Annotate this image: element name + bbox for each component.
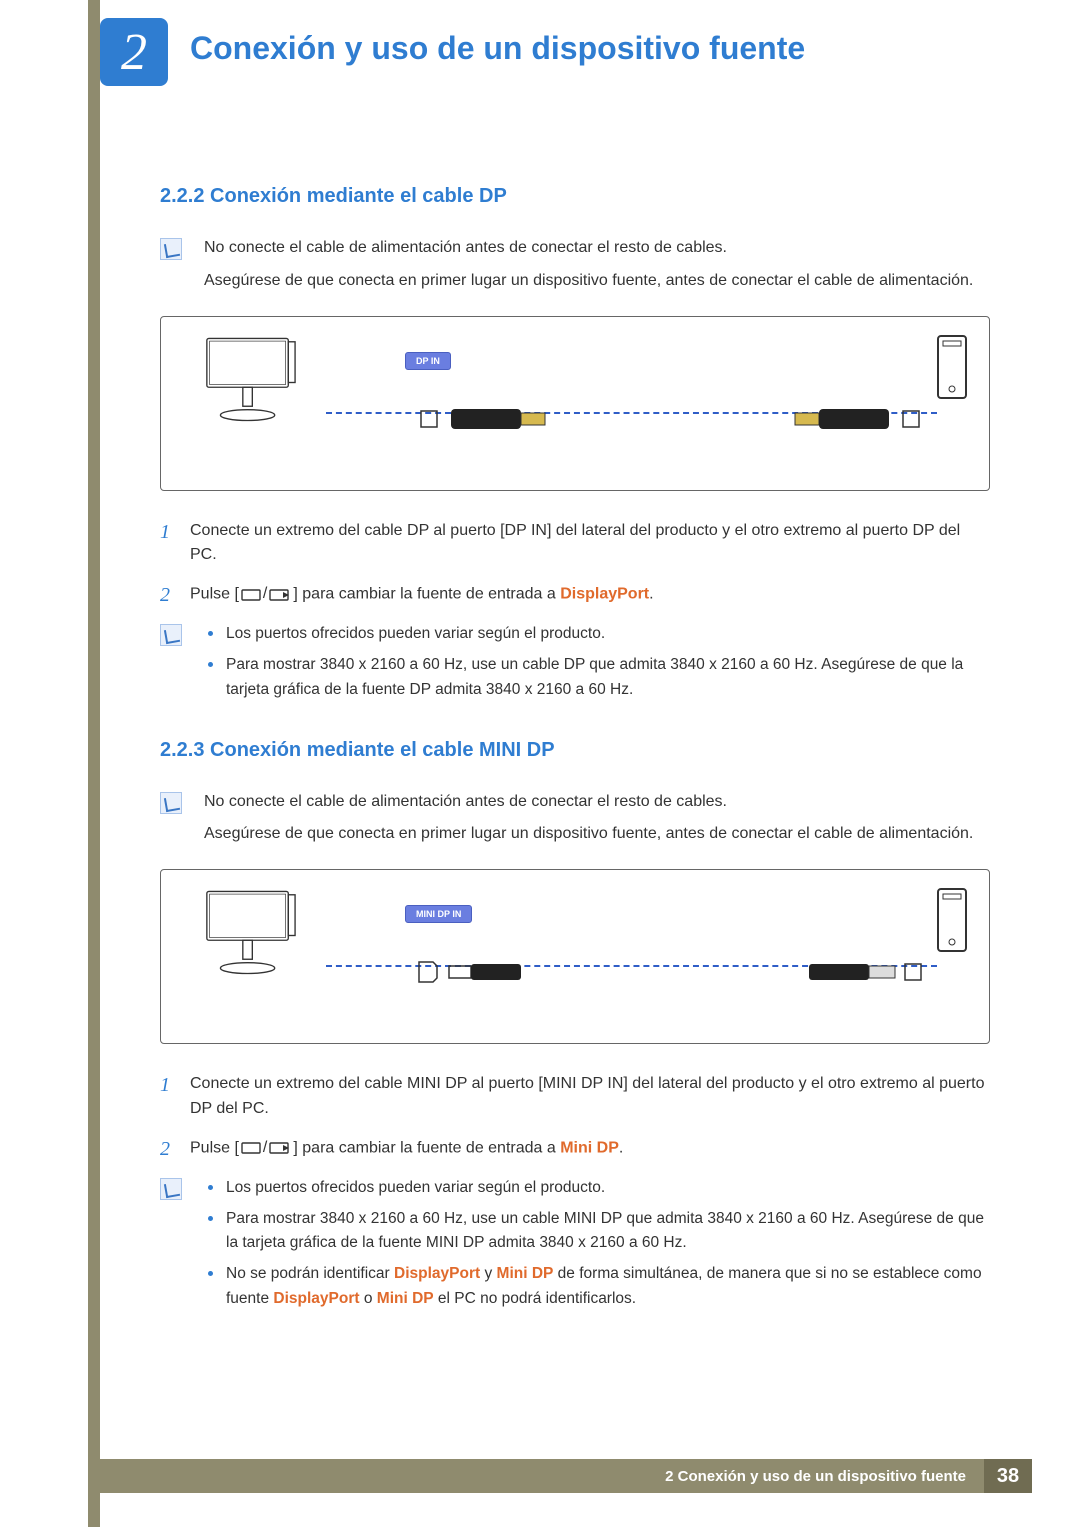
note-line-2: Asegúrese de que conecta en primer lugar… [204, 822, 973, 847]
t: el PC no podrá identificarlos. [434, 1290, 636, 1307]
bullet-list: Los puertos ofrecidos pueden variar segú… [204, 622, 990, 708]
step-2-dp: 2 Pulse [/] para cambiar la fuente de en… [160, 582, 990, 608]
highlight: DisplayPort [273, 1290, 359, 1307]
chapter-number: 2 [121, 23, 147, 82]
section-heading-dp: 2.2.2 Conexión mediante el cable DP [160, 185, 990, 208]
highlight-displayport: DisplayPort [560, 586, 649, 603]
sub-notes-minidp: Los puertos ofrecidos pueden variar segú… [206, 1176, 990, 1318]
note-icon [160, 238, 182, 260]
t: o [360, 1290, 377, 1307]
step-2-minidp: 2 Pulse [/] para cambiar la fuente de en… [160, 1136, 990, 1162]
t: Pulse [ [190, 586, 239, 603]
t: ] para cambiar la fuente de entrada a [293, 1139, 560, 1156]
highlight: Mini DP [497, 1265, 554, 1282]
monitor-icon [183, 335, 323, 430]
step-text: Conecte un extremo del cable DP al puert… [190, 519, 990, 569]
port-label-minidp: MINI DP IN [405, 905, 472, 923]
sub-notes-dp: Los puertos ofrecidos pueden variar segú… [206, 622, 990, 708]
t: No se podrán identificar [226, 1265, 394, 1282]
note-icon [160, 1178, 182, 1200]
figure-minidp: MINI DP IN [160, 869, 990, 1044]
note-line-1: No conecte el cable de alimentación ante… [204, 236, 973, 261]
note-icon [160, 792, 182, 814]
connector-left-icon [411, 952, 561, 992]
chapter-badge: 2 [100, 18, 168, 86]
note-line-1: No conecte el cable de alimentación ante… [204, 790, 973, 815]
step-1-minidp: 1 Conecte un extremo del cable MINI DP a… [160, 1072, 990, 1122]
step-text: Pulse [/] para cambiar la fuente de entr… [190, 1136, 623, 1161]
step-number: 2 [160, 582, 190, 608]
connector-left-icon [411, 399, 561, 439]
note-line-2: Asegúrese de que conecta en primer lugar… [204, 269, 973, 294]
bullet-item: No se podrán identificar DisplayPort y M… [204, 1262, 990, 1312]
figure-dp: DP IN [160, 316, 990, 491]
source-button-icon: / [241, 582, 291, 607]
pc-icon [937, 335, 967, 399]
note-block-dp: No conecte el cable de alimentación ante… [160, 236, 990, 294]
bullet-item: Para mostrar 3840 x 2160 a 60 Hz, use un… [204, 1207, 990, 1257]
note-text: No conecte el cable de alimentación ante… [204, 236, 973, 294]
pc-icon [937, 888, 967, 952]
t: Pulse [ [190, 1139, 239, 1156]
step-number: 2 [160, 1136, 190, 1162]
note-text: No conecte el cable de alimentación ante… [204, 790, 973, 848]
footer-chapter-text: 2 Conexión y uso de un dispositivo fuent… [100, 1459, 984, 1493]
source-button-icon: / [241, 1136, 291, 1161]
t: . [619, 1139, 623, 1156]
t: y [480, 1265, 496, 1282]
step-text: Conecte un extremo del cable MINI DP al … [190, 1072, 990, 1122]
note-block-minidp: No conecte el cable de alimentación ante… [160, 790, 990, 848]
bullet-item: Para mostrar 3840 x 2160 a 60 Hz, use un… [204, 653, 990, 703]
connector-right-icon [779, 399, 929, 439]
t: . [649, 586, 653, 603]
page-content: 2.2.2 Conexión mediante el cable DP No c… [160, 185, 990, 1348]
bullet-list: Los puertos ofrecidos pueden variar segú… [204, 1176, 990, 1318]
monitor-icon [183, 888, 323, 983]
highlight: Mini DP [377, 1290, 434, 1307]
highlight-minidp: Mini DP [560, 1139, 619, 1156]
footer-page-number: 38 [984, 1459, 1032, 1493]
section-heading-minidp: 2.2.3 Conexión mediante el cable MINI DP [160, 739, 990, 762]
port-label-dp: DP IN [405, 352, 451, 370]
step-number: 1 [160, 1072, 190, 1098]
page-footer: 2 Conexión y uso de un dispositivo fuent… [100, 1459, 1032, 1493]
note-icon [160, 624, 182, 646]
step-1-dp: 1 Conecte un extremo del cable DP al pue… [160, 519, 990, 569]
bullet-item: Los puertos ofrecidos pueden variar segú… [204, 1176, 990, 1201]
connector-right-icon [779, 952, 929, 992]
t: ] para cambiar la fuente de entrada a [293, 586, 560, 603]
side-stripe [88, 0, 100, 1527]
chapter-title: Conexión y uso de un dispositivo fuente [190, 30, 805, 67]
bullet-item: Los puertos ofrecidos pueden variar segú… [204, 622, 990, 647]
step-text: Pulse [/] para cambiar la fuente de entr… [190, 582, 654, 607]
highlight: DisplayPort [394, 1265, 480, 1282]
step-number: 1 [160, 519, 190, 545]
